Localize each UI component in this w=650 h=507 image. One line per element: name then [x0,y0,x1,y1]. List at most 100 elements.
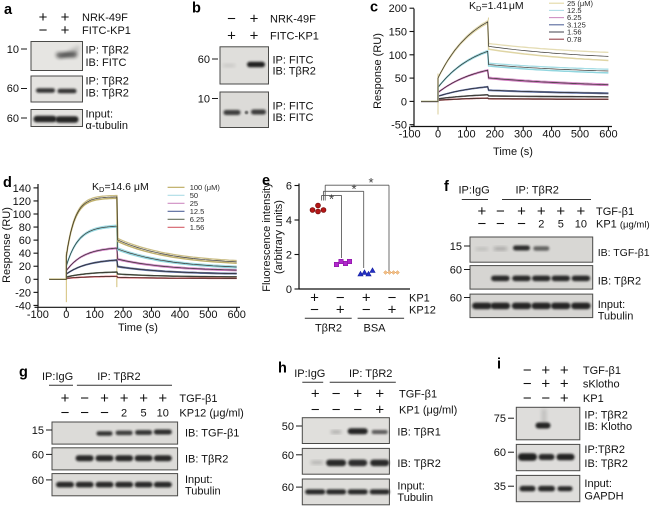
svg-text:IP:IgG: IP:IgG [294,368,325,380]
svg-text:+: + [158,390,167,407]
svg-text:50: 50 [395,73,407,85]
svg-text:100: 100 [86,309,104,321]
svg-text:−: − [39,22,48,39]
svg-text:h: h [278,361,287,377]
svg-text:−: − [80,390,89,407]
svg-text:100: 100 [13,209,31,221]
svg-text:KP1 (μg/ml): KP1 (μg/ml) [399,405,457,417]
svg-text:60: 60 [198,54,210,66]
svg-text:+: + [310,290,319,307]
svg-text:-40: -40 [15,300,31,312]
svg-text:−: − [100,404,109,421]
svg-text:−: − [332,386,341,403]
svg-text:−: − [310,302,319,319]
svg-text:KP1: KP1 [583,393,604,405]
svg-text:6: 6 [286,181,292,193]
svg-text:100: 100 [457,129,475,141]
svg-text:−: − [517,216,526,233]
svg-text:500: 500 [571,129,589,141]
svg-text:KD=14.6 μM: KD=14.6 μM [92,181,149,194]
svg-text:IB: TβR2: IB: TβR2 [397,458,440,470]
svg-text:400: 400 [171,309,189,321]
svg-text:TGF-β1: TGF-β1 [596,206,634,218]
svg-text:IB: TβR2: IB: TβR2 [598,276,641,288]
svg-text:+: + [61,22,70,39]
svg-text:−: − [353,402,362,419]
svg-text:60: 60 [19,235,31,247]
svg-text:0: 0 [63,309,69,321]
svg-text:IP:IgG: IP:IgG [42,371,73,383]
svg-text:2: 2 [286,250,292,262]
svg-text:Input:: Input: [584,478,612,490]
svg-text:Input:: Input: [185,474,213,486]
svg-text:IB: FITC: IB: FITC [86,57,127,69]
svg-text:+: + [311,386,320,403]
svg-text:−: − [523,390,532,407]
svg-text:Time (s): Time (s) [493,146,533,158]
svg-text:KP1 (μg/ml): KP1 (μg/ml) [596,219,650,231]
svg-text:(arbitrary units): (arbitrary units) [273,200,285,274]
svg-text:100: 100 [389,50,407,62]
svg-text:60: 60 [450,265,462,277]
svg-text:60: 60 [494,447,506,459]
svg-text:+: + [227,28,236,45]
svg-text:200: 200 [114,309,132,321]
svg-text:−: − [336,290,345,307]
svg-text:KP1: KP1 [409,293,430,305]
svg-text:Tubulin: Tubulin [598,311,634,323]
svg-text:IP:IgG: IP:IgG [459,184,490,196]
svg-text:0.78: 0.78 [567,35,582,44]
svg-text:0: 0 [286,284,292,296]
svg-text:15: 15 [32,425,44,437]
svg-text:300: 300 [142,309,160,321]
svg-text:+: + [100,390,109,407]
svg-text:GAPDH: GAPDH [584,491,623,503]
svg-text:b: b [192,1,201,17]
svg-text:400: 400 [542,129,560,141]
svg-text:−: − [388,290,397,307]
svg-text:IB: TβR2: IB: TβR2 [86,88,129,100]
svg-text:IP: FITC: IP: FITC [273,101,314,113]
svg-text:150: 150 [389,27,407,39]
svg-text:20: 20 [19,261,31,273]
svg-text:IP: TβR2: IP: TβR2 [516,184,559,196]
svg-text:f: f [444,179,449,195]
svg-text:−: − [523,375,532,392]
svg-text:c: c [370,0,378,16]
svg-text:IP: TβR2: IP: TβR2 [86,45,129,57]
svg-text:+: + [541,362,550,379]
svg-text:+: + [120,390,129,407]
svg-text:50: 50 [282,421,294,433]
svg-text:60: 60 [32,475,44,487]
svg-text:40: 40 [19,248,31,260]
svg-text:−: − [496,203,505,220]
svg-text:+: + [61,390,70,407]
svg-text:25: 25 [190,199,198,208]
svg-text:IP:TβR2: IP:TβR2 [584,444,625,456]
svg-text:60: 60 [32,449,44,461]
svg-text:TGF-β1: TGF-β1 [179,393,217,405]
svg-text:60: 60 [7,113,19,125]
svg-text:-20: -20 [15,287,31,299]
svg-text:2: 2 [538,219,544,231]
svg-text:+: + [537,203,546,220]
svg-text:120: 120 [13,196,31,208]
svg-text:FITC-KP1: FITC-KP1 [270,31,319,43]
svg-text:10: 10 [198,94,210,106]
svg-text:0: 0 [25,274,31,286]
svg-text:4: 4 [286,215,292,227]
svg-text:Input:: Input: [598,299,626,311]
svg-text:TGF-β1: TGF-β1 [583,365,621,377]
svg-text:*: * [368,175,373,190]
svg-text:TβR2: TβR2 [315,323,342,335]
svg-text:1.56: 1.56 [567,28,582,37]
svg-text:i: i [497,357,501,373]
svg-text:IB: TβR2: IB: TβR2 [273,66,316,78]
svg-text:0: 0 [435,129,441,141]
svg-text:IB: TβR1: IB: TβR1 [397,427,440,439]
svg-text:IB: TGF-β1: IB: TGF-β1 [185,428,239,440]
svg-text:Response (RU): Response (RU) [1,207,13,283]
svg-text:60: 60 [282,450,294,462]
svg-text:600: 600 [599,129,617,141]
svg-text:IB: FITC: IB: FITC [273,112,314,124]
